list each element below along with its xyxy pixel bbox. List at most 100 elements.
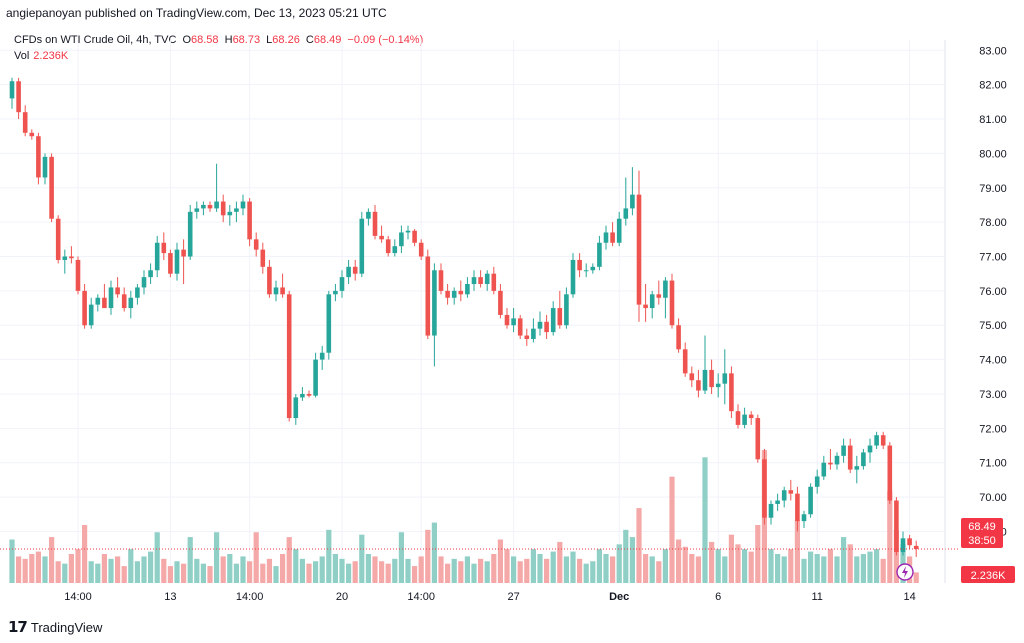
- candle: [412, 229, 417, 247]
- candle: [715, 373, 721, 398]
- volume-bar: [174, 561, 180, 583]
- time-tick-label: 14:00: [236, 591, 264, 603]
- candle: [42, 153, 48, 185]
- candle: [788, 479, 794, 501]
- volume-bar: [187, 537, 193, 583]
- volume-bar: [293, 549, 299, 583]
- price-tick-label: 79.00: [979, 183, 1007, 195]
- candle-body: [253, 239, 259, 250]
- candle-body: [418, 242, 424, 257]
- candle-body: [524, 335, 530, 339]
- price-axis: 83.00 82.00 81.00 80.00 79.00 78.00 77.00 76.00…: [979, 45, 1007, 538]
- candle: [597, 235, 602, 271]
- candle-body: [874, 435, 879, 446]
- time-tick-label: 11: [811, 591, 822, 603]
- candle: [524, 328, 530, 346]
- candle: [128, 290, 134, 319]
- candle: [544, 314, 549, 339]
- candle: [286, 290, 292, 422]
- price-tick-label: 76.00: [979, 286, 1007, 298]
- volume-bar: [702, 457, 708, 583]
- candle: [900, 531, 906, 556]
- price-tick-label: 77.00: [979, 252, 1007, 264]
- volume-bar: [682, 546, 688, 583]
- candle: [511, 308, 516, 333]
- volume-bar: [101, 554, 107, 583]
- candle: [649, 290, 655, 319]
- volume-bar: [669, 476, 675, 583]
- volume-bar: [134, 561, 140, 583]
- candle: [313, 352, 318, 398]
- candle: [623, 177, 629, 226]
- candle-body: [240, 201, 246, 209]
- candle: [669, 273, 675, 329]
- volume-bar: [233, 563, 239, 583]
- volume-bar: [306, 563, 312, 583]
- candle-body: [821, 462, 827, 477]
- candle: [636, 170, 642, 322]
- candle-body: [478, 277, 483, 285]
- candle: [141, 270, 147, 295]
- flash-icon[interactable]: [896, 563, 914, 581]
- candle-body: [366, 211, 371, 219]
- candle-body: [900, 538, 906, 553]
- candle-body: [319, 352, 325, 360]
- candle: [465, 277, 470, 298]
- candle-body: [557, 308, 563, 326]
- candle: [610, 222, 615, 247]
- candle-body: [359, 218, 365, 274]
- candle-body: [95, 297, 101, 305]
- candle-body: [722, 373, 728, 384]
- candle-body: [174, 249, 180, 274]
- candle-body: [412, 230, 417, 243]
- candle: [808, 483, 813, 518]
- candle-body: [768, 503, 774, 518]
- candle-body: [75, 259, 81, 291]
- candle-body: [696, 380, 701, 391]
- volume-badge-text: 2.236K: [971, 570, 1007, 582]
- volume-bar: [794, 520, 800, 583]
- candle: [550, 301, 556, 336]
- candle: [828, 448, 833, 470]
- candle-body: [161, 242, 167, 254]
- volume-bar: [656, 561, 662, 583]
- time-tick-label: 14: [903, 591, 915, 603]
- candle-body: [748, 414, 754, 419]
- volume-bar: [768, 549, 774, 583]
- time-axis: 14:00 13 14:00 20 14:00 27 Dec 6 11 14: [64, 591, 915, 603]
- candle: [418, 239, 424, 260]
- candle: [154, 235, 160, 278]
- candle: [214, 163, 219, 212]
- candle-body: [913, 545, 919, 549]
- volume-bar: [339, 558, 345, 583]
- volume-bar: [596, 549, 602, 583]
- volume-bar: [722, 556, 728, 583]
- candle-body: [445, 290, 450, 298]
- volume-bar: [280, 554, 286, 583]
- volume-bar: [577, 558, 583, 583]
- volume-label: Vol: [14, 50, 30, 62]
- candle: [630, 167, 635, 216]
- volume-bar: [471, 563, 477, 583]
- candle-body: [69, 256, 74, 259]
- footer-brand[interactable]: 17 TradingView: [8, 618, 102, 636]
- volume-bar: [643, 554, 649, 583]
- candle: [148, 263, 153, 285]
- candle: [174, 242, 180, 281]
- volume-bar: [260, 563, 266, 583]
- candle: [300, 387, 305, 401]
- candle: [867, 438, 873, 463]
- candle: [29, 129, 35, 140]
- volume-bar: [775, 554, 781, 583]
- candle-body: [352, 266, 358, 274]
- candle: [676, 318, 681, 353]
- candle-body: [498, 290, 503, 315]
- candle-body: [234, 208, 239, 212]
- volume-bar: [161, 558, 167, 583]
- candle-body: [715, 383, 721, 388]
- candle-body: [623, 208, 629, 219]
- candle: [95, 294, 101, 312]
- candle-body: [491, 273, 497, 291]
- candle: [379, 225, 384, 243]
